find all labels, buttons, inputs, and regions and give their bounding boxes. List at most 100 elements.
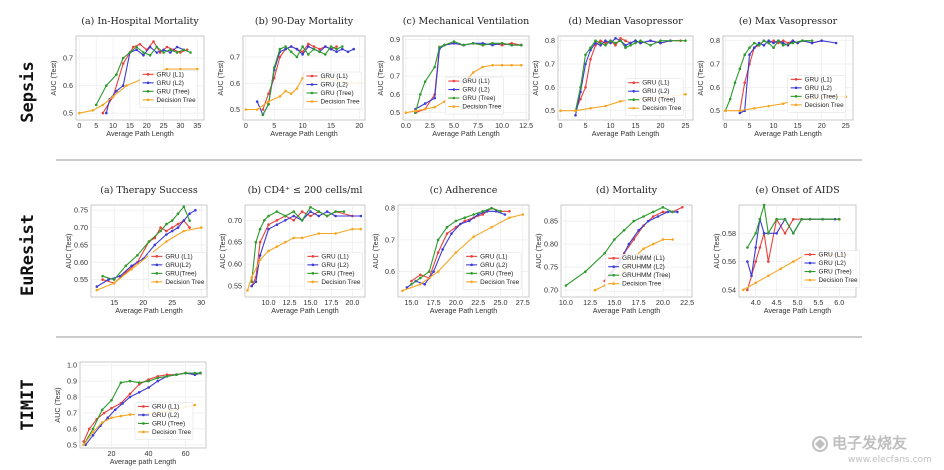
data-point-gru-tree (169, 48, 172, 52)
x-tick-label: 15 (794, 121, 802, 130)
x-axis-label: Average path Length (110, 457, 177, 466)
legend-marker (310, 100, 314, 103)
data-point-gru-l1 (110, 406, 113, 410)
x-axis-label: Average Path Length (593, 306, 660, 315)
x-axis-label: Average Path Length (432, 129, 499, 138)
series-line-gru-tree (414, 40, 522, 113)
y-tick-label: 0.6 (63, 81, 73, 90)
data-point-gru-l2 (754, 246, 757, 249)
y-tick-label: 0.70 (74, 223, 88, 232)
x-tick-label: 10 (299, 121, 307, 130)
data-point-gru-tree (781, 44, 785, 47)
data-point-gruhmm-l2 (637, 229, 640, 232)
chart-title: (b) CD4⁺ ≤ 200 cells/ml (248, 185, 363, 196)
data-point-gru-l2 (329, 47, 333, 51)
y-tick-label: 0.7 (63, 54, 73, 63)
data-point-decision-tree (508, 216, 511, 219)
data-point-gru-l1 (463, 219, 467, 223)
legend: GRU (L1) GRU(L2)GRU(Tree) Decision Tree (148, 252, 207, 290)
data-point-decision-tree (754, 281, 757, 285)
data-point-gru-l2 (433, 96, 437, 100)
data-point-gru-tree (115, 73, 118, 76)
row-label-timit: TIMIT (18, 379, 38, 430)
data-point-decision-tree (724, 109, 727, 112)
legend-label: Decision Tree (480, 279, 520, 286)
x-tick-label: 20.0 (345, 298, 359, 307)
data-point-gru-tree (738, 67, 742, 70)
data-point-gru-l2 (295, 47, 299, 51)
data-point-gru-tree (743, 53, 746, 56)
x-tick-label: 10 (607, 121, 615, 130)
data-point-gru-tree (772, 46, 775, 49)
data-point-decision-tree (753, 107, 756, 110)
data-point-gru-l2 (341, 47, 344, 51)
data-point-gru-l1 (579, 97, 582, 101)
legend-label: GRU (Tree) (152, 420, 185, 427)
legend-box (801, 250, 860, 288)
data-point-decision-tree (199, 226, 203, 229)
data-point-gru-tree (100, 408, 104, 412)
legend-box (462, 252, 522, 290)
data-point-gru-l1 (170, 226, 174, 229)
data-point-gru-tree (609, 39, 612, 42)
data-point-decision-tree (472, 235, 476, 238)
data-point-gru-tree (335, 47, 338, 51)
data-point-gru-tree (604, 44, 607, 47)
legend-label: Decision Tree (805, 102, 845, 109)
data-point-decision-tree (112, 281, 116, 285)
data-point-gru-l2 (128, 395, 132, 399)
data-point-gru-l2 (155, 51, 159, 54)
data-point-gru-l2 (767, 39, 770, 42)
data-point-gru-l2 (138, 391, 141, 394)
data-point-gru-tree (147, 379, 150, 383)
legend-box (134, 402, 194, 440)
data-point-gruhmm-tree (671, 210, 674, 214)
data-point-gru-l1 (165, 229, 168, 233)
data-point-decision-tree (671, 238, 674, 241)
data-point-decision-tree (443, 100, 446, 103)
data-point-gru-tree (199, 371, 202, 375)
data-point-gru-l2 (614, 37, 617, 40)
y-tick-label: 0.60 (228, 260, 242, 269)
data-point-gru-tree (443, 43, 446, 47)
legend: GRU (L1) GRU (L2)GRU (Tree) Decision Tree (139, 70, 198, 108)
x-tick-label: 20 (139, 298, 147, 307)
data-point-gru-l1 (436, 251, 440, 254)
legend-marker (155, 280, 159, 284)
x-tick-label: 4.5 (772, 298, 782, 307)
x-tick-label: 15 (327, 121, 335, 130)
legend-marker (142, 405, 145, 408)
data-point-gru-l2 (121, 402, 124, 405)
x-tick-label: 22.5 (680, 298, 694, 307)
data-point-gru-l1 (584, 86, 587, 89)
data-point-gru-l2 (324, 45, 327, 48)
data-point-gru-l2 (250, 284, 253, 288)
data-point-gru-l1 (599, 39, 602, 42)
data-point-gru-tree (284, 45, 287, 48)
legend-marker (632, 98, 635, 102)
y-tick-label: 0.7 (230, 53, 240, 62)
legend-marker (612, 256, 615, 260)
x-tick-label: 17.5 (632, 298, 646, 307)
data-point-gru-l2 (170, 229, 174, 233)
data-point-gru-tree (808, 217, 812, 221)
y-axis-label: AUC (Test) (531, 60, 540, 95)
chart-title: (a) In-Hospital Mortality (81, 16, 199, 27)
data-point-gru-l2 (91, 434, 95, 437)
x-tick-label: 20.0 (656, 298, 670, 307)
x-tick-label: 0 (559, 121, 563, 130)
data-point-gru-tree (438, 45, 441, 49)
data-point-gru-tree (307, 53, 310, 56)
chart-panel-3: 0 5 10 15 20 25 0.5 0.6 0.7 0.8 (d) Median Vasopre… (531, 16, 694, 138)
chart-title: (b) 90-Day Mortality (255, 16, 354, 27)
data-point-gru-l2 (491, 43, 494, 47)
chart-title: (a) Therapy Success (100, 185, 198, 196)
data-point-gruhmm-tree (651, 210, 655, 214)
data-point-gru-tree (128, 51, 132, 54)
x-tick-label: 20.0 (449, 298, 463, 307)
data-point-gru-tree (500, 42, 504, 45)
data-point-gru-tree (175, 373, 178, 377)
chart-title: (e) Max Vasopressor (739, 16, 838, 27)
x-tick-label: 15.0 (404, 298, 418, 307)
data-point-gru-l1 (614, 44, 617, 47)
